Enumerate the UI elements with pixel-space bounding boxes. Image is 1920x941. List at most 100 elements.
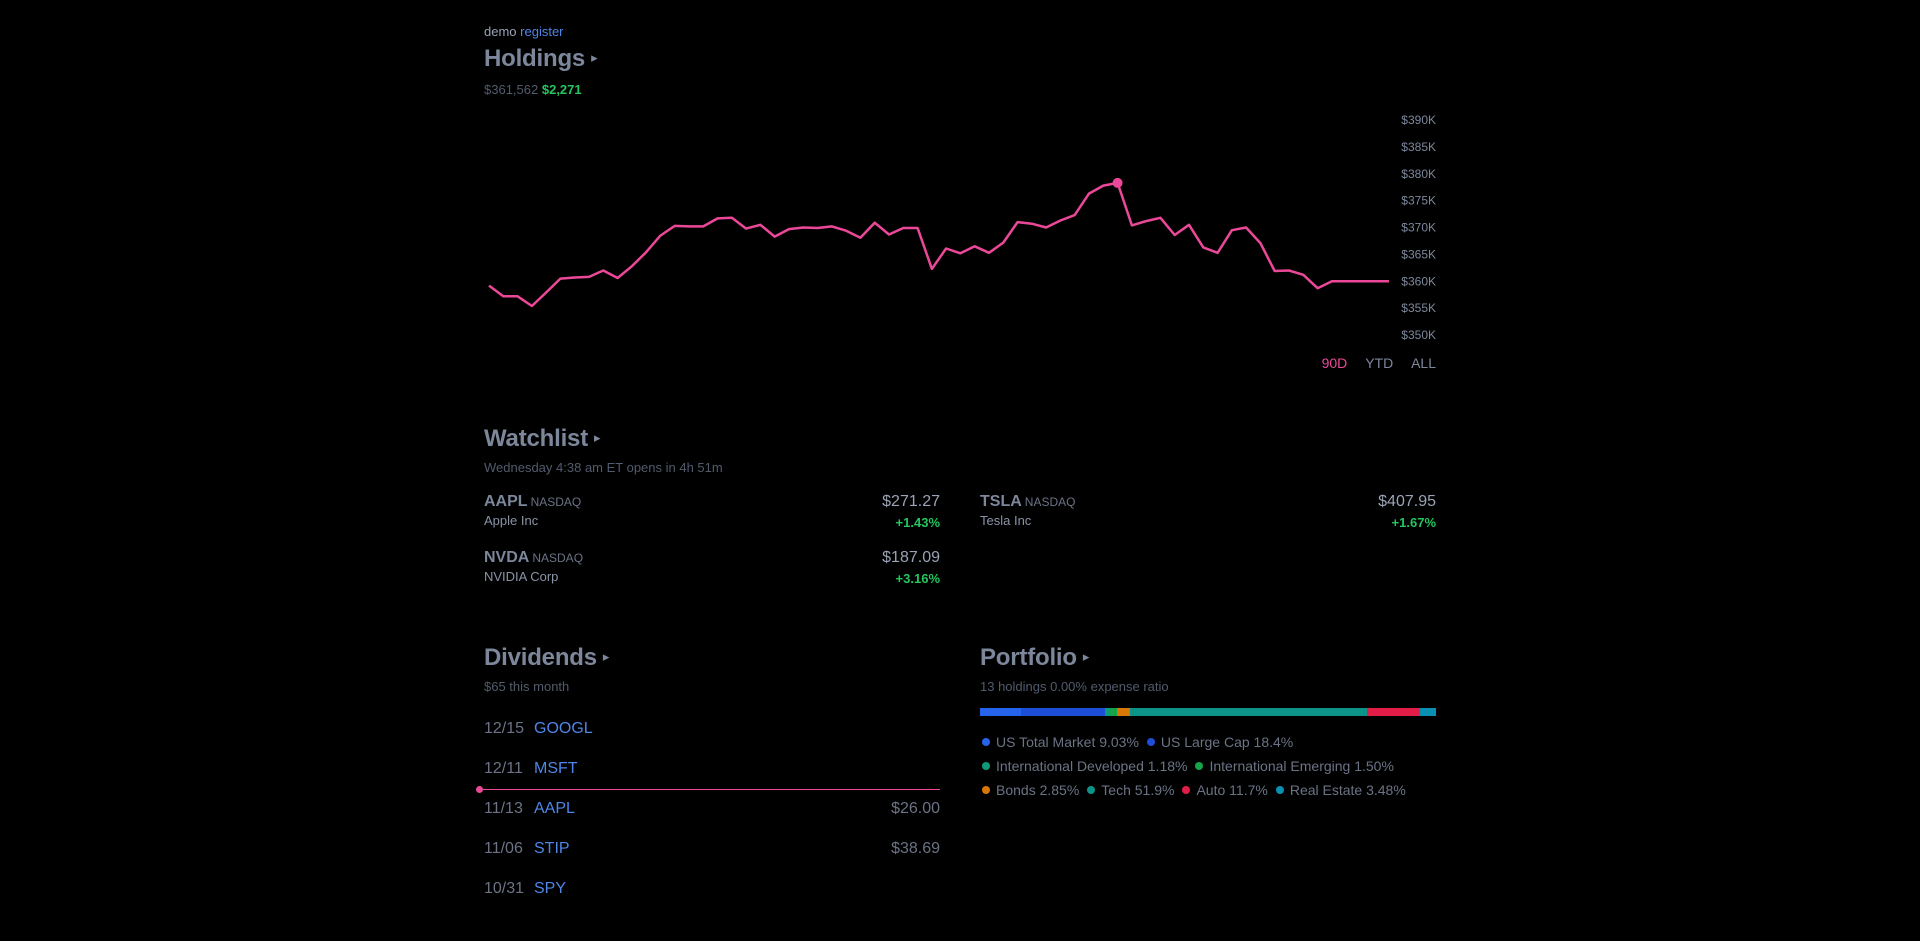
legend-item: Real Estate 3.48% <box>1275 778 1406 802</box>
user-bar: demo register <box>484 24 564 39</box>
watchlist-item-tsla[interactable]: TSLA NASDAQ Tesla Inc $407.95 +1.67% <box>980 493 1436 539</box>
dividends-title[interactable]: Dividends ▸ <box>484 644 609 672</box>
legend-label: International Developed 1.18% <box>996 758 1188 774</box>
legend-label: Real Estate 3.48% <box>1289 782 1406 798</box>
dividends-summary: $65 this month <box>484 679 570 694</box>
dividends-title-text: Dividends <box>484 644 597 671</box>
allocation-segment[interactable] <box>1420 708 1436 716</box>
holdings-total-value: $361,562 <box>484 82 539 97</box>
watchlist-symbol: TSLA <box>980 493 1022 510</box>
range-selector: 90D YTD ALL <box>1308 355 1436 371</box>
holdings-title[interactable]: Holdings ▸ <box>484 45 598 73</box>
dividend-row[interactable]: 12/11 MSFT <box>484 760 940 784</box>
watchlist-company-name: NVIDIA Corp <box>484 569 559 584</box>
dividend-row[interactable]: 12/15 GOOGL <box>484 720 940 744</box>
caret-right-icon: ▸ <box>602 648 610 664</box>
range-button-all[interactable]: ALL <box>1411 355 1436 371</box>
y-axis-tick-label: $370K <box>1401 221 1436 235</box>
legend-dot-icon <box>1146 738 1155 747</box>
legend-dot-icon <box>1182 786 1191 795</box>
allocation-segment[interactable] <box>1130 708 1367 716</box>
y-axis-tick-label: $380K <box>1401 167 1436 181</box>
dividend-symbol-link[interactable]: GOOGL <box>534 720 593 737</box>
watchlist-symbol: AAPL <box>484 493 528 510</box>
legend-label: US Large Cap 18.4% <box>1160 734 1294 750</box>
caret-right-icon: ▸ <box>591 49 598 65</box>
y-axis-tick-label: $385K <box>1401 140 1436 154</box>
dividend-date: 11/06 <box>484 840 523 857</box>
watchlist-title-text: Watchlist <box>484 425 588 452</box>
watchlist-change: +3.16% <box>895 571 940 586</box>
legend-dot-icon <box>982 762 990 771</box>
holdings-title-text: Holdings <box>484 45 586 72</box>
dividend-symbol-link[interactable]: AAPL <box>534 800 575 817</box>
dividend-row[interactable]: 10/31 SPY <box>484 880 940 904</box>
allocation-segment[interactable] <box>1105 708 1111 716</box>
holdings-chart[interactable]: $390K $385K $380K $375K $370K $365K $360K $355K… <box>484 108 1436 348</box>
dividend-date: 11/13 <box>484 800 523 817</box>
dividend-date: 10/31 <box>484 880 525 897</box>
watchlist-exchange: NASDAQ <box>530 495 582 509</box>
holdings-series-line <box>488 181 1389 308</box>
allocation-segment[interactable] <box>1366 708 1421 716</box>
allocation-segment[interactable] <box>980 708 1022 716</box>
dividend-row[interactable]: 11/13 AAPL $26.00 <box>484 800 940 824</box>
allocation-segment[interactable] <box>1021 708 1106 716</box>
watchlist-item-aapl[interactable]: AAPL NASDAQ Apple Inc $271.27 +1.43% <box>484 493 940 539</box>
allocation-segment[interactable] <box>1117 708 1131 716</box>
legend-label: Auto 11.7% <box>1196 782 1268 798</box>
legend-label: Bonds 2.85% <box>996 782 1080 798</box>
watchlist-exchange: NASDAQ <box>1024 495 1076 509</box>
username: demo <box>484 24 517 39</box>
allocation-segment[interactable] <box>1110 708 1118 716</box>
holdings-change: $2,271 <box>541 82 582 97</box>
legend-dot-icon <box>1087 786 1096 795</box>
watchlist-price: $271.27 <box>882 493 940 510</box>
watchlist-symbol: NVDA <box>484 549 530 566</box>
watchlist-item-nvda[interactable]: NVDA NASDAQ NVIDIA Corp $187.09 +3.16% <box>484 549 940 595</box>
holdings-summary: $361,562 $2,271 <box>484 82 582 97</box>
dividend-date: 12/11 <box>484 760 523 777</box>
dividend-amount: $38.69 <box>891 840 940 857</box>
legend-label: US Total Market 9.03% <box>996 734 1139 750</box>
register-link[interactable]: register <box>520 24 564 39</box>
today-marker <box>476 786 940 793</box>
dividend-symbol-link[interactable]: STIP <box>534 840 570 857</box>
watchlist-change: +1.67% <box>1391 515 1436 530</box>
legend-item: US Total Market 9.03% <box>982 730 1139 754</box>
caret-right-icon: ▸ <box>594 429 601 445</box>
y-axis-tick-label: $355K <box>1401 301 1436 315</box>
dividend-date: 12/15 <box>484 720 525 737</box>
holdings-highlight-point[interactable] <box>1112 177 1123 188</box>
dividend-row[interactable]: 11/06 STIP $38.69 <box>484 840 940 864</box>
watchlist-price: $407.95 <box>1378 493 1436 510</box>
watchlist-title[interactable]: Watchlist ▸ <box>484 425 601 453</box>
y-axis-tick-label: $365K <box>1401 247 1436 261</box>
legend-dot-icon <box>1195 762 1204 771</box>
y-axis-tick-label: $360K <box>1401 274 1436 288</box>
y-axis-tick-label: $390K <box>1401 113 1436 127</box>
legend-dot-icon <box>982 738 990 747</box>
dividend-symbol-link[interactable]: MSFT <box>534 760 578 777</box>
legend-item: International Developed 1.18% <box>982 754 1187 778</box>
legend-item: International Emerging 1.50% <box>1195 754 1394 778</box>
legend-item: Tech 51.9% <box>1087 778 1174 802</box>
watchlist-change: +1.43% <box>895 515 940 530</box>
allocation-bar[interactable] <box>980 708 1436 716</box>
page: demo register Holdings ▸ $361,562 $2,271 … <box>476 0 1436 941</box>
dividend-symbol-link[interactable]: SPY <box>534 880 567 897</box>
watchlist-company-name: Apple Inc <box>484 513 539 528</box>
range-button-ytd[interactable]: YTD <box>1365 355 1394 371</box>
portfolio-title[interactable]: Portfolio ▸ <box>980 644 1089 672</box>
watchlist-company-name: Tesla Inc <box>980 513 1032 528</box>
legend-dot-icon <box>1275 786 1284 795</box>
legend-item: Auto 11.7% <box>1182 778 1268 802</box>
legend-label: Tech 51.9% <box>1101 782 1175 798</box>
range-button-90d[interactable]: 90D <box>1321 355 1348 371</box>
portfolio-summary: 13 holdings 0.00% expense ratio <box>980 679 1169 694</box>
market-status: Wednesday 4:38 am ET opens in 4h 51m <box>484 460 723 475</box>
watchlist-exchange: NASDAQ <box>532 551 584 565</box>
y-axis-tick-label: $375K <box>1401 194 1436 208</box>
portfolio-title-text: Portfolio <box>980 644 1077 671</box>
caret-right-icon: ▸ <box>1082 648 1090 664</box>
